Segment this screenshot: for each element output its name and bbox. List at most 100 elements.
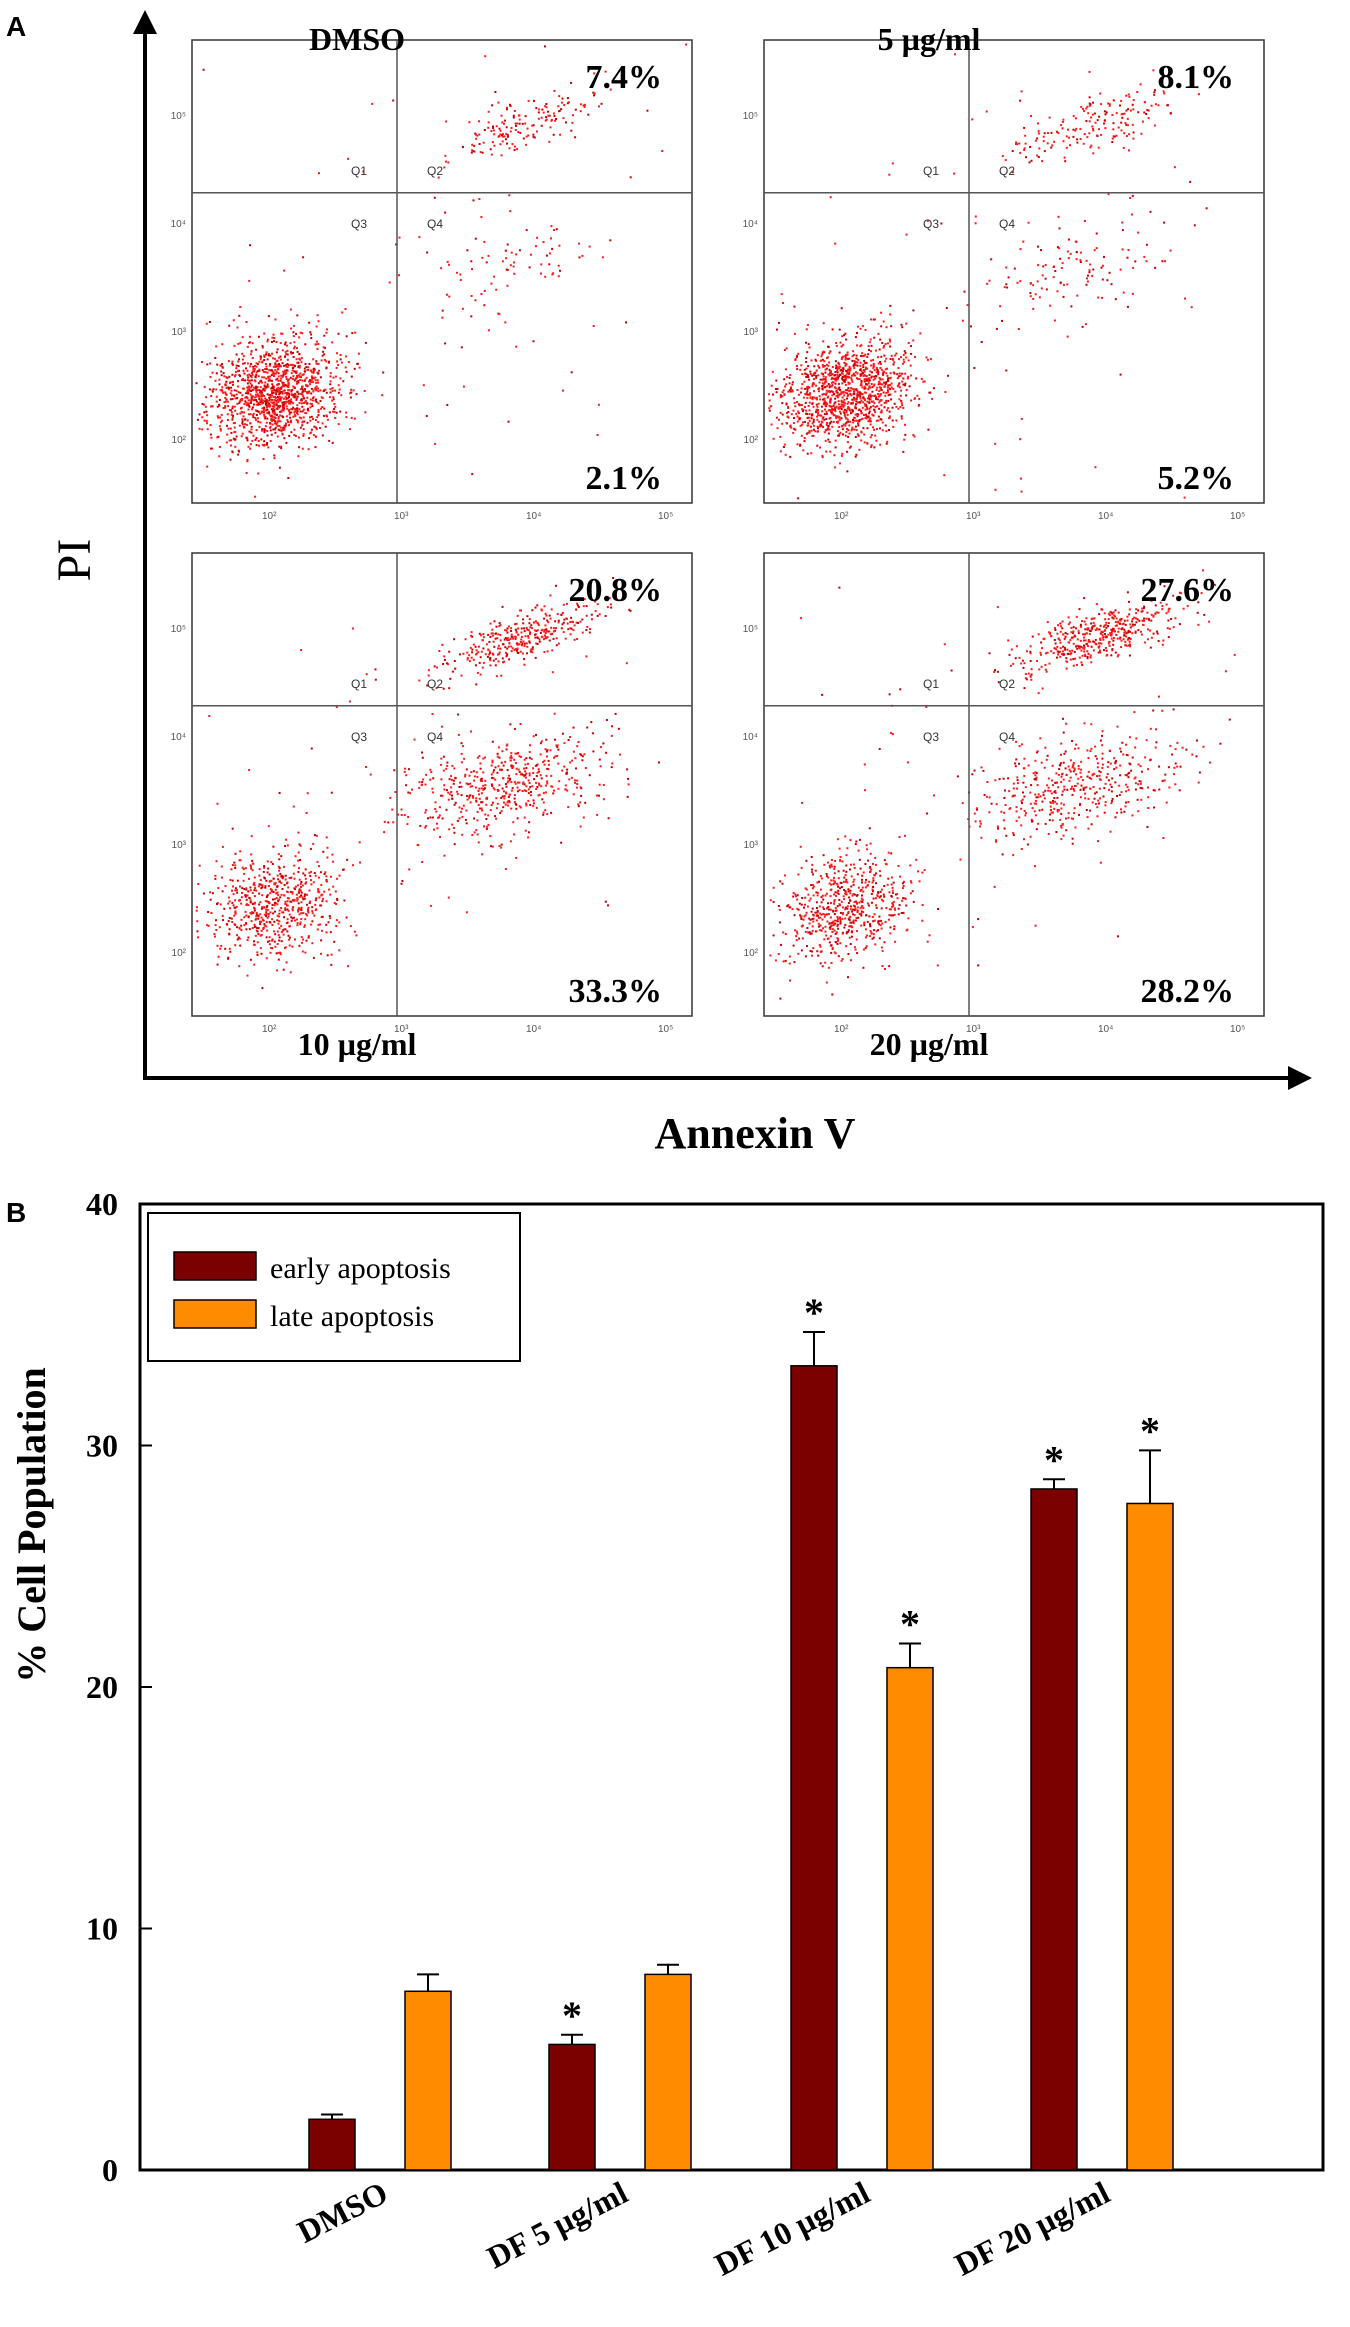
flow-dot: [864, 387, 867, 390]
flow-dot: [258, 368, 261, 371]
flow-dot: [248, 877, 250, 880]
flow-dot: [521, 652, 524, 655]
flow-dot: [637, 75, 640, 78]
flow-dot: [472, 658, 475, 661]
flow-dot: [869, 930, 872, 932]
flow-dot: [598, 758, 601, 761]
flow-dot: [448, 828, 451, 831]
flow-dot: [899, 374, 902, 377]
flow-dot: [832, 404, 835, 407]
flow-dot: [312, 381, 315, 384]
flow-dot: [332, 396, 335, 399]
flow-dot: [809, 373, 812, 375]
flow-dot: [453, 660, 456, 662]
flow-dot: [1141, 120, 1144, 123]
flow-dot: [460, 794, 463, 797]
flow-dot: [888, 415, 891, 418]
flow-dot: [259, 358, 262, 361]
flow-dot: [237, 385, 240, 388]
flow-dot: [466, 798, 469, 801]
flow-dot: [484, 653, 487, 656]
flow-dot: [607, 904, 609, 907]
flow-dot: [1086, 280, 1089, 283]
flow-dot: [561, 732, 564, 735]
flow-dot: [450, 791, 453, 793]
flow-dot: [276, 930, 279, 933]
flow-dot: [491, 652, 494, 655]
flow-dot: [264, 877, 266, 880]
flow-dot: [335, 366, 338, 369]
flow-dot: [844, 358, 847, 361]
flow-dot: [243, 924, 246, 927]
flow-dot: [270, 433, 273, 436]
flow-dot: [277, 415, 280, 418]
flow-dot: [266, 900, 269, 903]
flow-dot: [369, 773, 372, 776]
flow-dot: [685, 43, 688, 46]
flow-dot: [814, 911, 817, 914]
flow-dot: [1005, 369, 1008, 372]
flow-dot: [447, 161, 450, 164]
flow-dot: [844, 391, 847, 394]
flow-dot: [791, 383, 794, 386]
flow-dot: [498, 127, 501, 130]
flow-dot: [351, 627, 354, 630]
flow-dot: [325, 931, 328, 934]
flow-dot: [250, 835, 253, 838]
flow-dot: [246, 362, 249, 365]
flow-dot: [491, 628, 494, 631]
flow-dot: [481, 256, 484, 259]
flow-dot: [270, 946, 273, 949]
flow-dot: [887, 851, 890, 854]
flow-dot: [782, 446, 785, 448]
flow-dot: [571, 759, 574, 762]
flow-dot: [250, 395, 253, 398]
flow-dot: [785, 402, 788, 405]
flow-dot: [872, 879, 875, 882]
flow-dot: [487, 329, 490, 332]
flow-dot: [268, 943, 271, 946]
flow-dot: [834, 397, 837, 400]
flow-dot: [328, 396, 331, 399]
flow-dot: [269, 426, 272, 429]
flow-dot: [815, 403, 818, 406]
flow-dot: [282, 403, 285, 406]
flow-dot: [1079, 128, 1082, 131]
flow-dot: [830, 374, 833, 377]
flow-dot: [311, 920, 314, 923]
flow-dot: [317, 409, 320, 411]
flow-dot: [892, 363, 895, 366]
flow-dot: [510, 807, 513, 810]
flow-dot: [860, 373, 863, 376]
flow-dot: [827, 438, 830, 441]
flow-dot: [501, 750, 504, 753]
flow-dot: [593, 72, 596, 75]
flow-dot: [228, 375, 231, 378]
flow-dot: [286, 379, 289, 382]
flow-dot: [236, 891, 239, 894]
flow-dot: [264, 363, 267, 365]
flow-dot: [835, 395, 838, 397]
flow-dot: [471, 149, 474, 152]
flow-dot: [234, 374, 237, 376]
flow-dot: [480, 216, 483, 218]
flow-dot: [783, 393, 786, 396]
flow-dot: [254, 495, 257, 498]
flow-dot: [572, 114, 574, 117]
flow-dot: [252, 883, 255, 886]
flow-dot: [506, 627, 509, 630]
flow-dot: [451, 823, 454, 826]
flow-dot: [1044, 277, 1047, 280]
flow-dot: [302, 373, 305, 376]
flow-dot: [840, 405, 843, 408]
flow-dot: [544, 275, 547, 278]
flow-dot: [824, 408, 826, 411]
flow-dot: [268, 902, 271, 905]
flow-dot: [278, 395, 281, 398]
flow-dot: [1048, 116, 1051, 119]
flow-dot: [557, 762, 560, 765]
flow-dot: [1125, 135, 1128, 137]
flow-dot: [290, 400, 293, 403]
flow-dot: [221, 914, 224, 917]
flow-dot: [800, 403, 803, 406]
